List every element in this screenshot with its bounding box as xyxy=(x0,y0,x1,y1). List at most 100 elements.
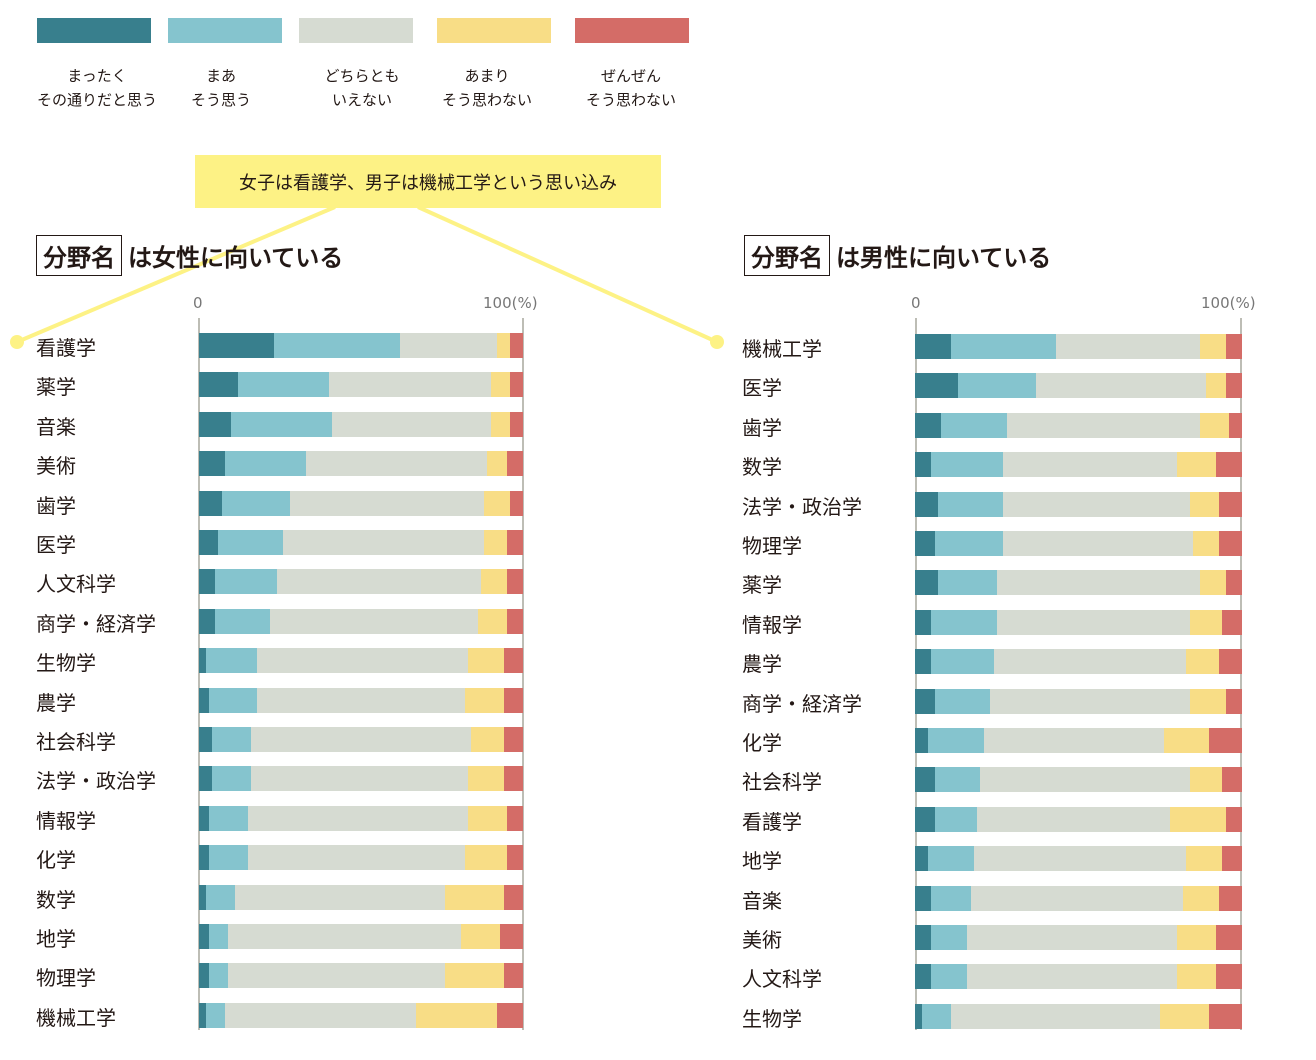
bar-segment-agree xyxy=(215,608,271,634)
bar-segment-agree xyxy=(224,451,307,477)
category-label: 社会科学 xyxy=(36,730,116,754)
bar-segment-neutral xyxy=(276,569,482,595)
bar-segment-agree xyxy=(931,925,968,950)
bar-segment-agree xyxy=(941,412,1007,438)
bar-segment-neutral xyxy=(1003,531,1194,556)
bar-segment-agree xyxy=(937,570,998,596)
bar-segment-disagree xyxy=(445,884,504,910)
bar-segment-strongly-disagree xyxy=(503,766,524,792)
category-label: 看護学 xyxy=(742,809,802,834)
category-label: 音楽 xyxy=(36,414,76,439)
bar-segment-strongly-disagree xyxy=(1225,334,1243,359)
bar-segment-strongly-agree xyxy=(915,964,932,990)
bar-segment-strongly-agree xyxy=(199,490,223,516)
bar-segment-neutral xyxy=(990,688,1191,714)
axis-tick-100: 100(%) xyxy=(483,294,538,312)
bar-segment-strongly-agree xyxy=(199,608,216,634)
bar-segment-disagree xyxy=(1189,688,1227,714)
bar-segment-disagree xyxy=(467,766,504,792)
bar-segment-neutral xyxy=(257,687,466,713)
legend-label-agree: まあ そう思う xyxy=(190,67,251,109)
category-label: 音楽 xyxy=(742,888,782,913)
category-label: 生物学 xyxy=(742,1006,802,1031)
bar-segment-neutral xyxy=(983,728,1164,753)
category-label: 物理学 xyxy=(742,534,802,558)
bar-segment-strongly-agree xyxy=(199,924,210,949)
bar-segment-agree xyxy=(928,728,985,753)
bar-segment-agree xyxy=(934,688,991,714)
category-label: 化学 xyxy=(742,731,782,755)
bar-segment-agree xyxy=(212,766,252,792)
bar-segment-agree xyxy=(205,884,236,910)
bar-segment-agree xyxy=(231,411,333,437)
bar-segment-disagree xyxy=(471,727,504,752)
bar-segment-disagree xyxy=(1163,728,1210,753)
category-label: 情報学 xyxy=(742,612,802,637)
bar-segment-strongly-agree xyxy=(915,452,932,478)
bar-segment-strongly-agree xyxy=(915,1003,922,1029)
bar-segment-strongly-disagree xyxy=(1225,806,1243,832)
bar-segment-agree xyxy=(934,806,978,832)
bar-segment-strongly-disagree xyxy=(506,530,524,555)
category-label: 商学・経済学 xyxy=(742,691,862,716)
bar-segment-strongly-disagree xyxy=(503,884,524,910)
bar-segment-strongly-agree xyxy=(915,334,952,359)
bar-segment-disagree xyxy=(1176,964,1217,990)
bar-segment-disagree xyxy=(467,805,508,831)
bar-segment-strongly-agree xyxy=(199,648,206,674)
bar-segment-agree xyxy=(921,1003,952,1029)
bar-segment-strongly-agree xyxy=(199,530,219,555)
bar-segment-strongly-agree xyxy=(199,805,210,831)
bar-segment-neutral xyxy=(234,884,446,910)
bar-segment-strongly-disagree xyxy=(506,451,524,477)
bar-segment-disagree xyxy=(480,569,508,595)
panel-title-male: 分野名 は男性に向いている xyxy=(744,235,1051,276)
bar-segment-neutral xyxy=(1036,373,1207,399)
bar-segment-disagree xyxy=(490,411,511,437)
bar-segment-agree xyxy=(218,530,284,555)
bar-segment-disagree xyxy=(477,608,508,634)
bar-segment-disagree xyxy=(445,963,504,989)
bar-segment-disagree xyxy=(484,490,511,516)
category-label: 人文科学 xyxy=(36,572,116,597)
bar-segment-neutral xyxy=(970,885,1184,911)
category-label: 農学 xyxy=(742,652,782,677)
category-label: 歯学 xyxy=(36,493,76,518)
bar-segment-strongly-agree xyxy=(199,451,226,477)
bar-segment-disagree xyxy=(1176,925,1217,950)
bar-segment-neutral xyxy=(247,805,469,831)
bar-segment-strongly-agree xyxy=(199,727,213,752)
bar-segment-disagree xyxy=(1199,570,1227,596)
bar-segment-disagree xyxy=(467,648,504,674)
bar-segment-disagree xyxy=(490,372,511,398)
bar-segment-strongly-agree xyxy=(199,845,210,871)
bar-segment-strongly-disagree xyxy=(1222,767,1243,793)
bar-segment-disagree xyxy=(1176,452,1217,478)
bar-segment-neutral xyxy=(305,451,488,477)
category-label: 地学 xyxy=(742,849,782,874)
category-label: 数学 xyxy=(36,887,76,912)
axis-tick-100: 100(%) xyxy=(1201,294,1256,312)
bar-segment-strongly-disagree xyxy=(506,805,524,831)
bar-segment-neutral xyxy=(283,530,485,555)
bar-segment-disagree xyxy=(1160,1003,1210,1029)
legend-label-disagree: あまり そう思わない xyxy=(441,67,532,109)
bar-segment-agree xyxy=(208,805,248,831)
bar-segment-strongly-agree xyxy=(915,806,935,832)
bar-segment-disagree xyxy=(464,845,508,871)
bar-segment-disagree xyxy=(416,1002,498,1028)
callout-dot-left xyxy=(10,335,24,349)
category-label: 機械工学 xyxy=(742,337,822,361)
bar-segment-neutral xyxy=(399,333,498,358)
bar-segment-disagree xyxy=(1193,531,1220,556)
axis-tick-0: 0 xyxy=(911,294,921,312)
bar-segment-strongly-disagree xyxy=(1225,373,1243,399)
bar-segment-strongly-agree xyxy=(915,885,932,911)
bar-segment-strongly-agree xyxy=(199,1002,206,1028)
bar-segment-disagree xyxy=(1189,767,1223,793)
bar-segment-agree xyxy=(931,964,968,990)
bar-segment-strongly-disagree xyxy=(1219,649,1243,675)
bar-segment-neutral xyxy=(331,411,491,437)
legend-swatch-strongly-disagree xyxy=(575,18,689,43)
category-label: 法学・政治学 xyxy=(36,769,156,794)
